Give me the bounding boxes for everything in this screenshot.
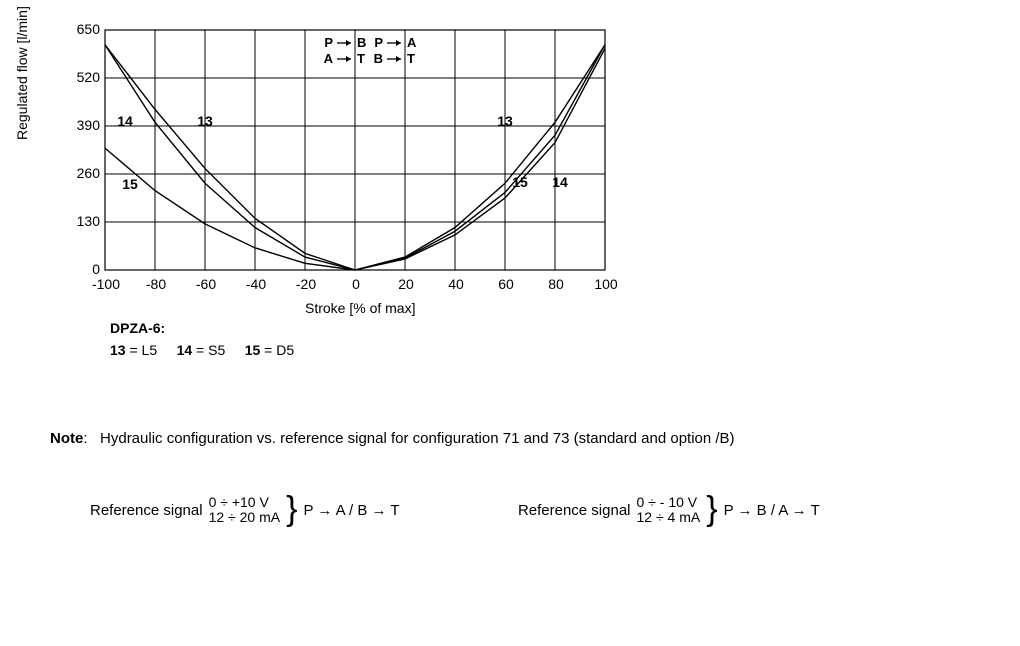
- x-tick: -60: [191, 276, 221, 292]
- svg-text:T: T: [407, 51, 415, 66]
- x-tick: -100: [91, 276, 121, 292]
- y-tick: 260: [77, 165, 100, 181]
- chart-plot: PABTPBAT141315131514: [50, 20, 650, 320]
- svg-text:13: 13: [197, 113, 213, 129]
- note-label: Note: [50, 430, 83, 447]
- y-tick: 520: [77, 69, 100, 85]
- note-text: Hydraulic configuration vs. reference si…: [100, 430, 735, 447]
- x-axis-label: Stroke [% of max]: [305, 300, 415, 316]
- svg-text:14: 14: [552, 174, 568, 190]
- note: Note: Hydraulic configuration vs. refere…: [50, 430, 970, 447]
- reference-signals: Reference signal 0 ÷ +10 V 12 ÷ 20 mA } …: [90, 495, 990, 526]
- x-tick: -20: [291, 276, 321, 292]
- flow-chart: Regulated flow [l/min] PABTPBAT141315131…: [50, 20, 650, 325]
- y-tick: 130: [77, 213, 100, 229]
- svg-text:P: P: [324, 35, 333, 50]
- legend-items: 13 = L5 14 = S5 15 = D5: [110, 342, 294, 358]
- x-tick: 60: [491, 276, 521, 292]
- ref-signal-1: Reference signal 0 ÷ +10 V 12 ÷ 20 mA } …: [90, 495, 400, 526]
- svg-text:13: 13: [497, 113, 513, 129]
- legend-title: DPZA-6:: [110, 320, 165, 336]
- ref-signal-2: Reference signal 0 ÷ - 10 V 12 ÷ 4 mA } …: [518, 495, 820, 526]
- svg-text:P: P: [374, 35, 383, 50]
- svg-text:A: A: [407, 35, 417, 50]
- x-tick: -80: [141, 276, 171, 292]
- svg-text:15: 15: [122, 176, 138, 192]
- x-tick: 80: [541, 276, 571, 292]
- svg-text:B: B: [357, 35, 366, 50]
- y-tick: 390: [77, 117, 100, 133]
- y-tick: 0: [92, 261, 100, 277]
- x-tick: 20: [391, 276, 421, 292]
- x-tick: 0: [341, 276, 371, 292]
- svg-text:T: T: [357, 51, 365, 66]
- svg-text:B: B: [374, 51, 383, 66]
- svg-text:15: 15: [512, 174, 528, 190]
- x-tick: -40: [241, 276, 271, 292]
- x-tick: 40: [441, 276, 471, 292]
- svg-text:A: A: [324, 51, 334, 66]
- y-axis-label: Regulated flow [l/min]: [14, 6, 30, 140]
- x-tick: 100: [591, 276, 621, 292]
- y-tick: 650: [77, 21, 100, 37]
- svg-text:14: 14: [117, 113, 133, 129]
